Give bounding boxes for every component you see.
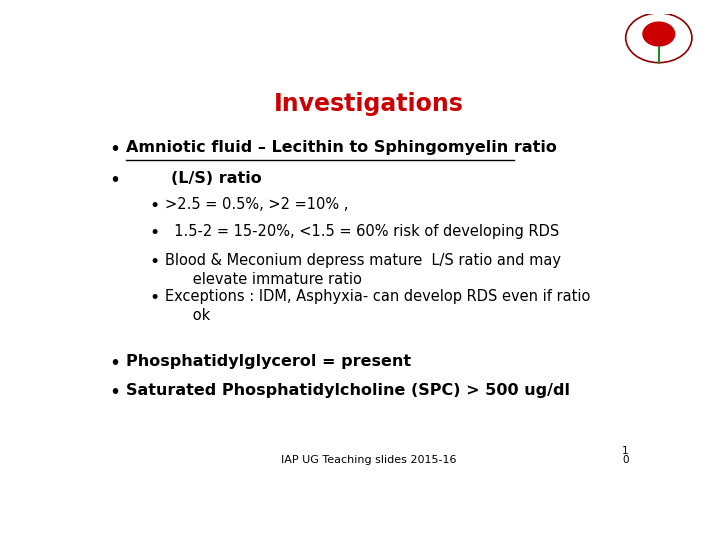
Text: (L/S) ratio: (L/S) ratio [126, 171, 262, 186]
Text: •: • [149, 288, 159, 307]
Text: 1.5-2 = 15-20%, <1.5 = 60% risk of developing RDS: 1.5-2 = 15-20%, <1.5 = 60% risk of devel… [166, 224, 559, 239]
Text: •: • [149, 224, 159, 241]
Text: 1
0: 1 0 [622, 446, 629, 465]
Text: •: • [109, 354, 121, 373]
Text: Blood & Meconium depress mature  L/S ratio and may
      elevate immature ratio: Blood & Meconium depress mature L/S rati… [166, 253, 562, 287]
Text: •: • [109, 171, 121, 190]
Text: Phosphatidylglycerol = present: Phosphatidylglycerol = present [126, 354, 411, 369]
Text: Investigations: Investigations [274, 92, 464, 116]
Text: >2.5 = 0.5%, >2 =10% ,: >2.5 = 0.5%, >2 =10% , [166, 197, 348, 212]
Text: •: • [109, 383, 121, 402]
Text: Saturated Phosphatidylcholine (SPC) > 500 ug/dl: Saturated Phosphatidylcholine (SPC) > 50… [126, 383, 570, 398]
Text: •: • [149, 197, 159, 215]
Text: •: • [149, 253, 159, 271]
Text: Amniotic fluid – Lecithin to Sphingomyelin ratio: Amniotic fluid – Lecithin to Sphingomyel… [126, 140, 557, 154]
Text: IAP UG Teaching slides 2015-16: IAP UG Teaching slides 2015-16 [282, 455, 456, 465]
Text: Exceptions : IDM, Asphyxia- can develop RDS even if ratio
      ok: Exceptions : IDM, Asphyxia- can develop … [166, 288, 590, 323]
Circle shape [643, 22, 675, 46]
Text: •: • [109, 140, 121, 159]
